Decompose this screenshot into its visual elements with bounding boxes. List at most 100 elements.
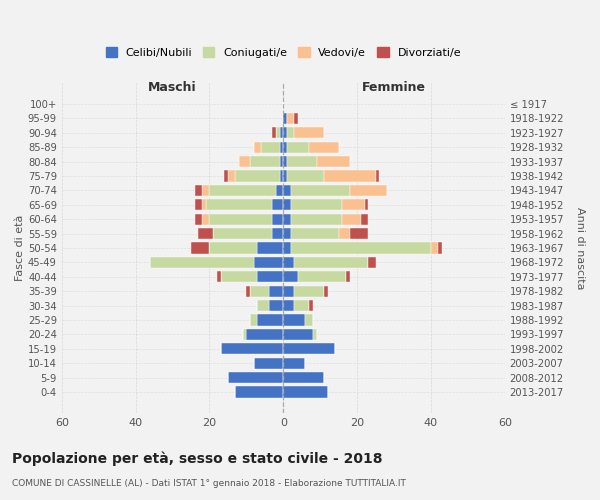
Y-axis label: Fasce di età: Fasce di età — [15, 215, 25, 281]
Bar — [206, 199, 272, 210]
Bar — [276, 127, 280, 138]
Bar — [283, 358, 305, 369]
Bar — [283, 300, 295, 311]
Bar — [368, 257, 376, 268]
Bar — [439, 242, 442, 254]
Bar — [283, 343, 335, 354]
Bar — [313, 329, 317, 340]
Bar — [151, 257, 254, 268]
Bar — [309, 142, 338, 153]
Bar — [250, 156, 280, 167]
Bar — [280, 156, 283, 167]
Bar — [283, 329, 313, 340]
Bar — [272, 214, 283, 225]
Bar — [257, 242, 283, 254]
Bar — [235, 386, 283, 398]
Bar — [224, 170, 228, 181]
Bar — [283, 127, 287, 138]
Bar — [257, 314, 283, 326]
Legend: Celibi/Nubili, Coniugati/e, Vedovi/e, Divorziati/e: Celibi/Nubili, Coniugati/e, Vedovi/e, Di… — [101, 43, 466, 62]
Bar — [338, 228, 350, 239]
Bar — [283, 214, 290, 225]
Bar — [280, 170, 283, 181]
Bar — [199, 228, 213, 239]
Bar — [250, 314, 257, 326]
Bar — [272, 228, 283, 239]
Bar — [221, 271, 257, 282]
Bar — [254, 142, 261, 153]
Bar — [283, 286, 295, 297]
Bar — [283, 142, 287, 153]
Y-axis label: Anni di nascita: Anni di nascita — [575, 206, 585, 289]
Bar — [194, 184, 202, 196]
Bar — [235, 170, 280, 181]
Bar — [290, 228, 338, 239]
Bar — [242, 329, 247, 340]
Bar — [202, 184, 209, 196]
Bar — [290, 184, 350, 196]
Bar — [350, 184, 386, 196]
Bar — [280, 142, 283, 153]
Bar — [269, 286, 283, 297]
Bar — [221, 343, 283, 354]
Bar — [295, 257, 368, 268]
Bar — [283, 184, 290, 196]
Bar — [283, 228, 290, 239]
Bar — [287, 127, 295, 138]
Bar — [287, 112, 295, 124]
Bar — [343, 199, 365, 210]
Bar — [239, 156, 250, 167]
Bar — [202, 214, 209, 225]
Bar — [283, 170, 287, 181]
Bar — [280, 127, 283, 138]
Text: Popolazione per età, sesso e stato civile - 2018: Popolazione per età, sesso e stato civil… — [12, 451, 383, 466]
Bar — [247, 286, 250, 297]
Bar — [298, 271, 346, 282]
Text: Femmine: Femmine — [362, 81, 426, 94]
Bar — [287, 170, 324, 181]
Bar — [287, 142, 309, 153]
Bar — [290, 242, 431, 254]
Bar — [317, 156, 350, 167]
Bar — [295, 112, 298, 124]
Bar — [209, 184, 276, 196]
Bar — [283, 112, 287, 124]
Bar — [287, 156, 317, 167]
Bar — [283, 257, 295, 268]
Bar — [283, 242, 290, 254]
Bar — [272, 127, 276, 138]
Bar — [290, 199, 343, 210]
Bar — [283, 386, 328, 398]
Bar — [272, 199, 283, 210]
Bar — [283, 372, 324, 384]
Bar — [209, 242, 257, 254]
Bar — [309, 300, 313, 311]
Bar — [283, 156, 287, 167]
Bar — [257, 300, 269, 311]
Bar — [261, 142, 280, 153]
Bar — [365, 199, 368, 210]
Bar — [295, 127, 324, 138]
Bar — [295, 300, 309, 311]
Bar — [228, 372, 283, 384]
Bar — [194, 214, 202, 225]
Bar — [228, 170, 235, 181]
Bar — [213, 228, 272, 239]
Bar — [431, 242, 439, 254]
Bar — [254, 358, 283, 369]
Text: COMUNE DI CASSINELLE (AL) - Dati ISTAT 1° gennaio 2018 - Elaborazione TUTTITALIA: COMUNE DI CASSINELLE (AL) - Dati ISTAT 1… — [12, 479, 406, 488]
Bar — [209, 214, 272, 225]
Bar — [191, 242, 209, 254]
Bar — [283, 271, 298, 282]
Bar — [247, 329, 283, 340]
Bar — [250, 286, 269, 297]
Text: Maschi: Maschi — [148, 81, 197, 94]
Bar — [269, 300, 283, 311]
Bar — [305, 314, 313, 326]
Bar — [194, 199, 202, 210]
Bar — [324, 170, 376, 181]
Bar — [376, 170, 379, 181]
Bar — [217, 271, 221, 282]
Bar — [276, 184, 283, 196]
Bar — [283, 314, 305, 326]
